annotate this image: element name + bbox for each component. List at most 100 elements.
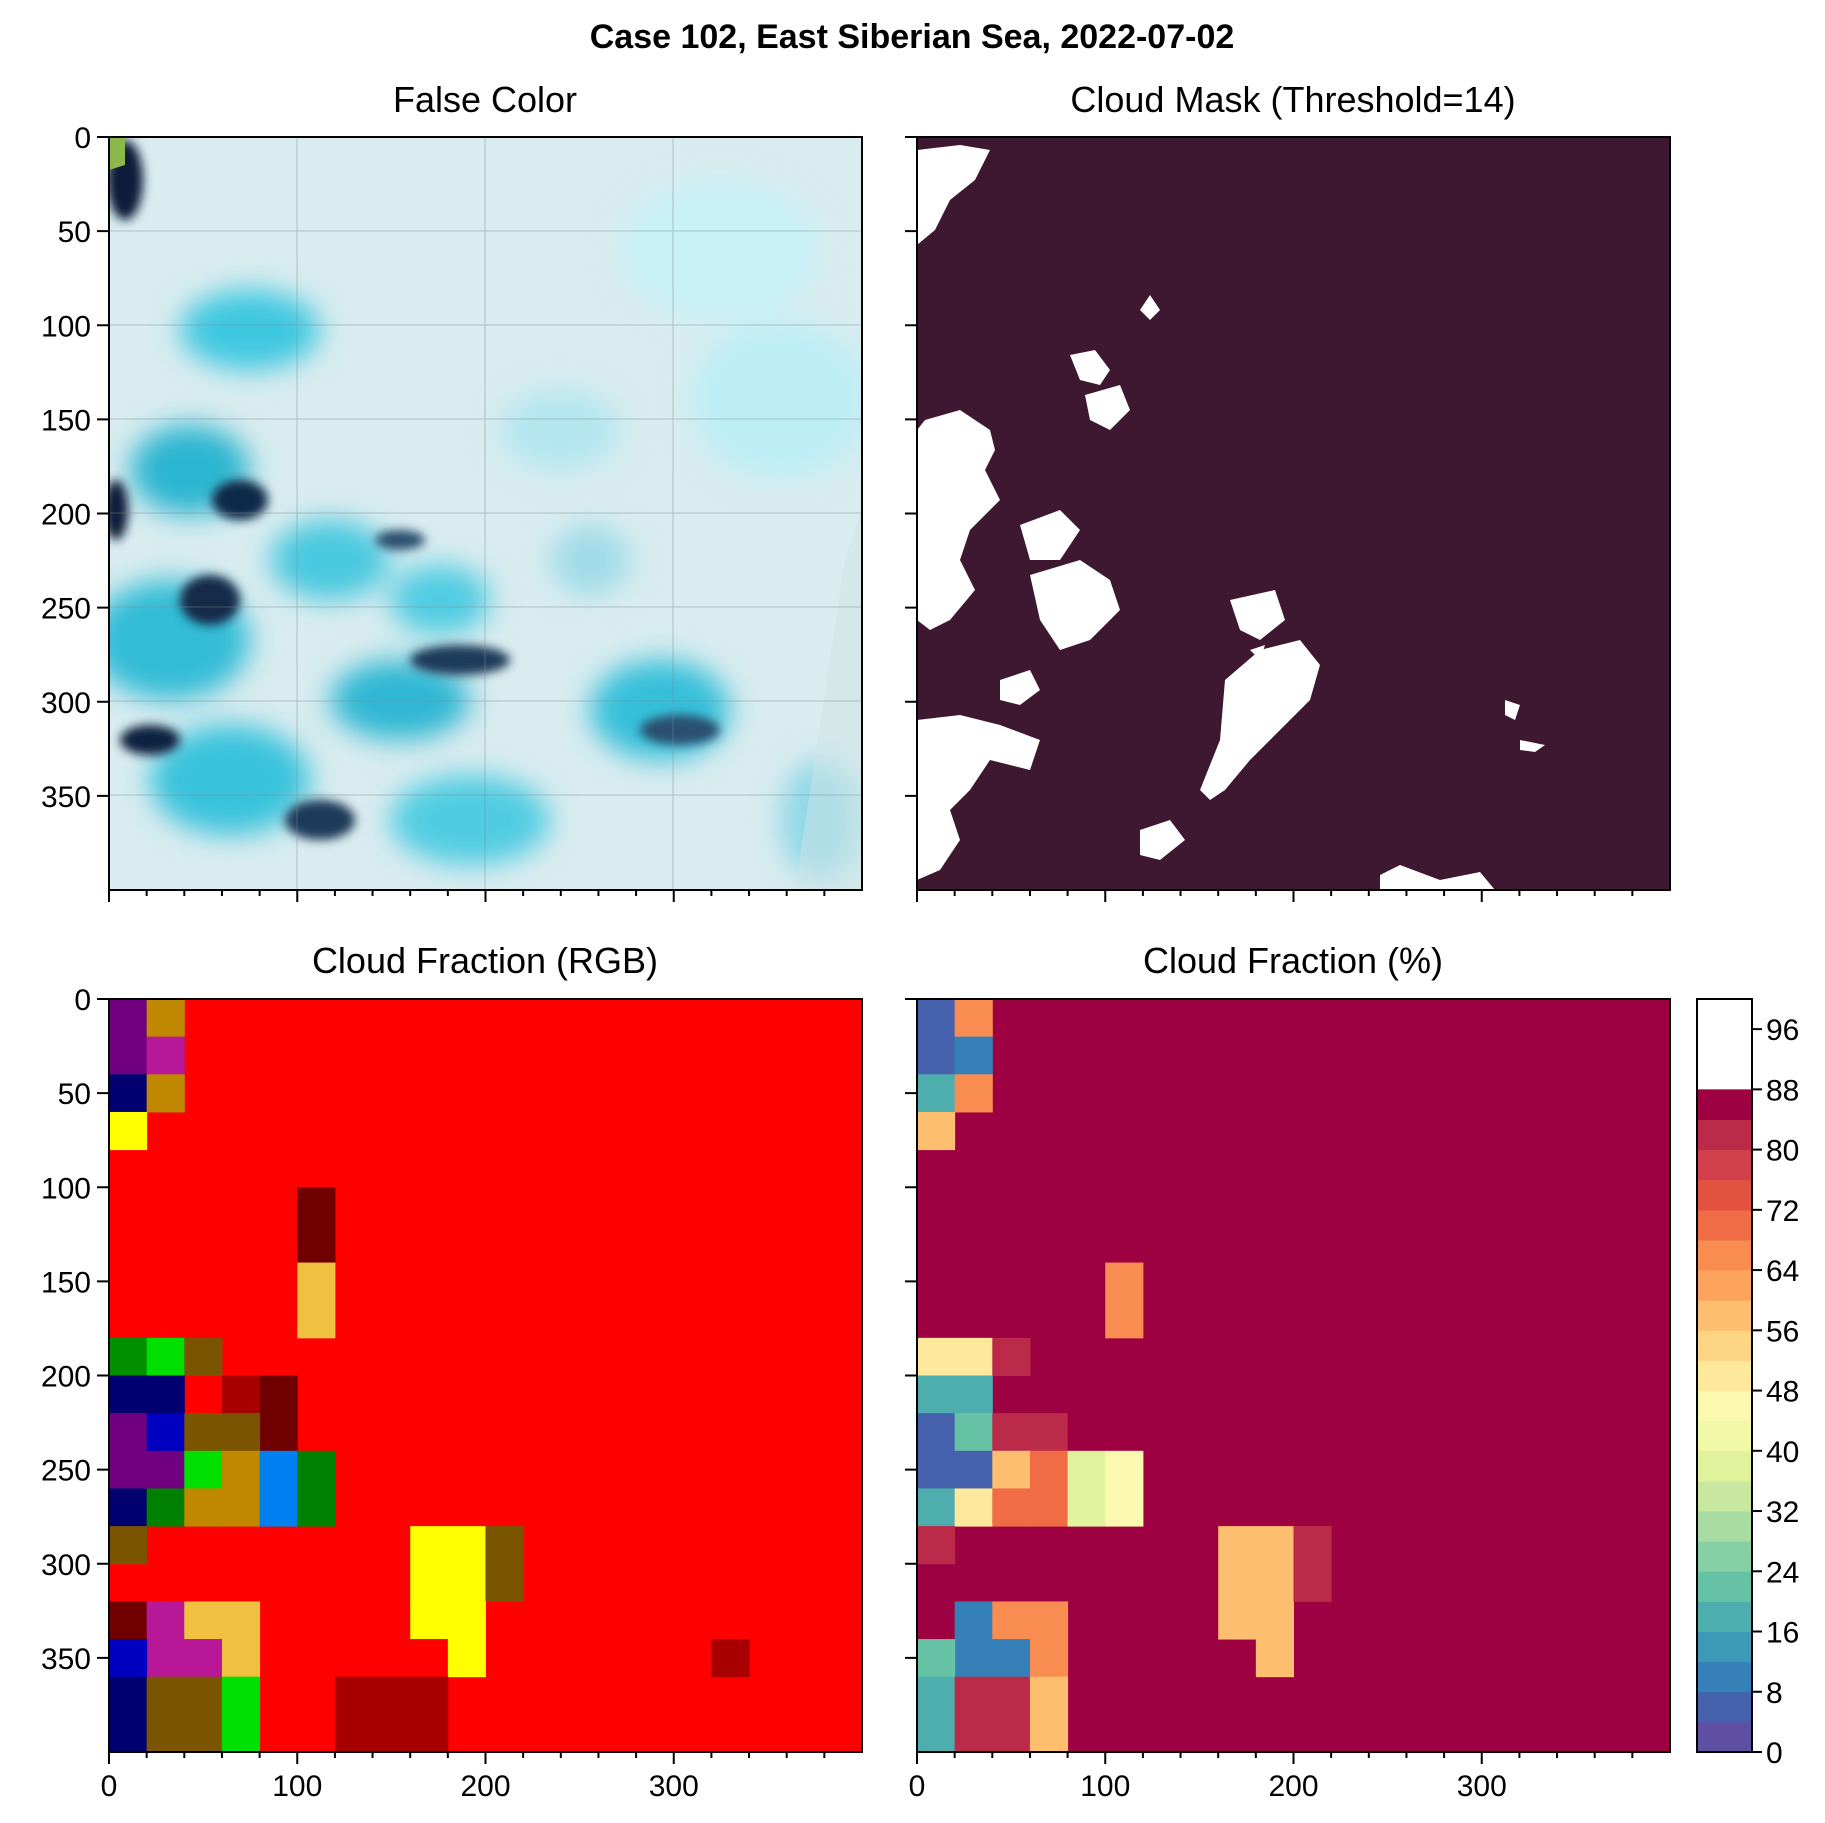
cf-rgb-cell [259, 1375, 298, 1452]
cf-pct-cell [1029, 1450, 1069, 1527]
cf-rgb-cell [297, 1187, 336, 1264]
cf-rgb-cell [109, 1601, 148, 1640]
cf-rgb-cell [410, 1601, 486, 1640]
cf-pct-cell [954, 1413, 993, 1452]
cf-rgb-cell [109, 1526, 148, 1565]
cf-pct-cell [917, 999, 956, 1038]
cf-rgb-cell [410, 1639, 449, 1678]
colorbar-tick-label: 96 [1766, 1014, 1799, 1047]
colorbar-segment [1697, 1330, 1752, 1361]
cf-pct-cell [917, 1639, 956, 1678]
colorbar-tick-label: 32 [1766, 1496, 1799, 1529]
cf-pct-cell [1293, 1526, 1332, 1602]
colorbar-segment [1697, 1420, 1752, 1452]
colorbar-segment [1697, 1390, 1752, 1422]
colorbar-segment [1697, 1450, 1752, 1482]
cf-rgb-cell [184, 1450, 223, 1489]
colorbar-tick-label: 56 [1766, 1315, 1799, 1348]
colorbar-tick-label: 88 [1766, 1074, 1799, 1107]
y-tick-label: 150 [41, 1266, 91, 1299]
colorbar-tick-label: 48 [1766, 1376, 1799, 1409]
cf-rgb-cell [447, 1639, 486, 1678]
cf-rgb-cell [109, 1413, 148, 1452]
cf-pct-cell [917, 1526, 956, 1565]
colorbar-segment [1697, 1179, 1752, 1211]
colorbar-segment [1697, 1089, 1752, 1120]
cf-pct-cell [1029, 1639, 1069, 1678]
x-tick-label: 200 [1268, 1770, 1318, 1803]
x-tick-label: 0 [909, 1770, 926, 1803]
cf-pct-cell [1519, 1639, 1558, 1678]
colorbar-tick-label: 8 [1766, 1677, 1783, 1710]
colorbar-tick-label: 0 [1766, 1737, 1783, 1770]
cf-pct-cell [954, 1074, 993, 1113]
colorbar-segment [1697, 1511, 1752, 1542]
cf-rgb-cell [221, 1676, 261, 1753]
colorbar-tick-label: 64 [1766, 1255, 1799, 1288]
cf-pct-cell [992, 1413, 1069, 1452]
x-tick-label: 100 [1080, 1770, 1130, 1803]
colorbar-segment [1697, 1661, 1752, 1693]
cf-pct-cell [954, 1601, 993, 1678]
cf-rgb-cell [109, 1639, 148, 1678]
cf-rgb-cell [109, 1450, 185, 1489]
cf-pct-cell [954, 1488, 993, 1527]
cf-rgb-cell [109, 1111, 148, 1151]
y-tick-label: 0 [74, 122, 91, 155]
cf-pct-cell [954, 999, 993, 1038]
cf-pct-cell [917, 1111, 956, 1151]
x-tick-label: 100 [272, 1770, 322, 1803]
colorbar: 0 8 16 24 32 40 48 56 64 72 80 88 96 [1696, 998, 1799, 1770]
y-tick-label: 200 [41, 499, 91, 532]
cf-pct-cell [917, 1413, 956, 1452]
cf-pct-cell [917, 1601, 956, 1640]
cf-pct-cell [917, 1074, 956, 1113]
cf-rgb-cell [297, 1450, 336, 1527]
colorbar-tick-label: 72 [1766, 1195, 1799, 1228]
cf-pct-cell [1105, 1187, 1144, 1264]
cf-rgb-cell [109, 1074, 148, 1113]
cf-pct-cell [992, 1488, 1031, 1527]
cf-pct-cell [1067, 1413, 1106, 1452]
cf-rgb-cell [146, 1601, 185, 1678]
cf-pct-cell [954, 1036, 993, 1075]
cf-rgb-cell [711, 1639, 750, 1678]
y-tick-label: 0 [74, 984, 91, 1017]
y-tick-label: 300 [41, 687, 91, 720]
cf-rgb-cell [259, 1450, 298, 1527]
colorbar-segment [1697, 1360, 1752, 1392]
cf-pct-cell [917, 1676, 956, 1753]
cf-pct-cell [992, 1450, 1031, 1489]
cf-rgb-cell [109, 1337, 148, 1376]
panel-title-cf-rgb: Cloud Fraction (RGB) [312, 940, 658, 981]
colorbar-segment [1697, 1601, 1752, 1633]
cf-rgb-cell [146, 1488, 185, 1527]
cf-pct-cell [992, 1337, 1031, 1376]
cf-pct-cell [917, 1337, 993, 1376]
cf-rgb-cell [146, 1074, 185, 1113]
x-tick-label: 300 [649, 1770, 699, 1803]
cf-rgb-cell [184, 1337, 223, 1376]
y-tick-label: 100 [41, 1172, 91, 1205]
cf-pct-cell [1255, 1639, 1294, 1678]
cf-pct-cell [1029, 1375, 1069, 1414]
colorbar-segment [1697, 1300, 1752, 1331]
cf-pct-cell [917, 1036, 956, 1075]
cf-rgb-cell [146, 1337, 185, 1376]
cf-rgb-cell [146, 1676, 223, 1753]
cf-pct-cell [1029, 1676, 1069, 1753]
x-tick-label: 200 [460, 1770, 510, 1803]
cf-pct-cell [1067, 1450, 1106, 1527]
colorbar-segment [1697, 1209, 1752, 1241]
cf-rgb-cell [109, 1676, 148, 1753]
cf-rgb-cell [146, 1413, 185, 1452]
cf-rgb-cell [410, 1526, 486, 1602]
y-tick-label: 350 [41, 781, 91, 814]
cf-pct-cell [992, 1601, 1069, 1640]
colorbar-segment [1697, 1541, 1752, 1572]
false-color-image [109, 137, 862, 890]
figure-title: Case 102, East Siberian Sea, 2022-07-02 [590, 18, 1235, 56]
colorbar-segment [1697, 1480, 1752, 1512]
cf-rgb-cell [221, 1639, 261, 1678]
